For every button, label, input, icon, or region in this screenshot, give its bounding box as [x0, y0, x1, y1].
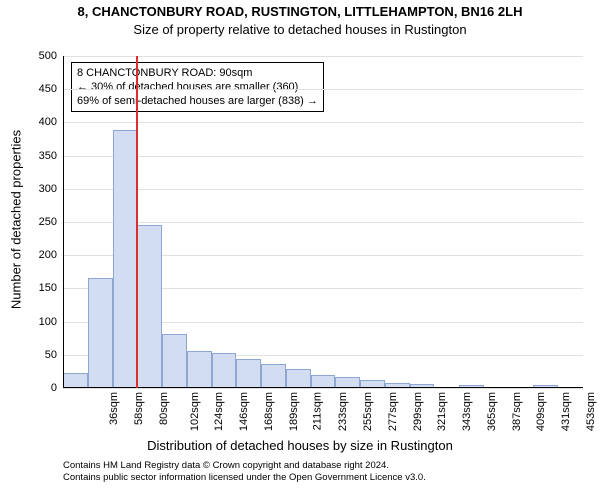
y-tick-label: 0	[51, 382, 63, 394]
gridline	[63, 56, 583, 57]
gridline	[63, 122, 583, 123]
y-tick-label: 150	[39, 282, 63, 294]
x-tick-label: 233sqm	[337, 392, 349, 431]
x-tick-label: 189sqm	[288, 392, 300, 431]
histogram-bar	[286, 369, 311, 388]
x-axis-label: Distribution of detached houses by size …	[0, 438, 600, 453]
x-tick-label: 453sqm	[585, 392, 597, 431]
histogram-bar	[261, 364, 286, 388]
annotation-box: 8 CHANCTONBURY ROAD: 90sqm← 30% of detac…	[71, 62, 324, 112]
x-tick-label: 387sqm	[511, 392, 523, 431]
y-tick-label: 200	[39, 249, 63, 261]
x-tick-label: 146sqm	[238, 392, 250, 431]
histogram-bar	[63, 373, 88, 388]
y-tick-label: 50	[45, 349, 63, 361]
reference-line	[136, 56, 138, 388]
histogram-bar	[187, 351, 212, 388]
annotation-line: 8 CHANCTONBURY ROAD: 90sqm	[77, 66, 318, 80]
x-tick-label: 80sqm	[158, 392, 170, 425]
credits-text: Contains HM Land Registry data © Crown c…	[63, 460, 426, 484]
y-axis-line	[63, 56, 64, 388]
gridline	[63, 222, 583, 223]
x-tick-label: 343sqm	[461, 392, 473, 431]
chart-container: 8, CHANCTONBURY ROAD, RUSTINGTON, LITTLE…	[0, 0, 600, 500]
histogram-bar	[88, 278, 113, 388]
gridline	[63, 156, 583, 157]
x-tick-label: 36sqm	[108, 392, 120, 425]
chart-title: 8, CHANCTONBURY ROAD, RUSTINGTON, LITTLE…	[0, 4, 600, 19]
y-axis-label: Number of detached properties	[9, 54, 24, 386]
y-tick-label: 300	[39, 183, 63, 195]
gridline	[63, 388, 583, 389]
x-tick-label: 431sqm	[560, 392, 572, 431]
y-tick-label: 100	[39, 316, 63, 328]
x-tick-label: 365sqm	[486, 392, 498, 431]
credits-line: Contains HM Land Registry data © Crown c…	[63, 460, 426, 472]
x-tick-label: 102sqm	[189, 392, 201, 431]
gridline	[63, 189, 583, 190]
x-tick-label: 58sqm	[133, 392, 145, 425]
x-tick-label: 299sqm	[412, 392, 424, 431]
y-tick-label: 400	[39, 116, 63, 128]
credits-line: Contains public sector information licen…	[63, 472, 426, 484]
histogram-bar	[311, 375, 336, 388]
chart-subtitle: Size of property relative to detached ho…	[0, 22, 600, 37]
histogram-bar	[212, 353, 237, 388]
x-tick-label: 277sqm	[387, 392, 399, 431]
annotation-line: ← 30% of detached houses are smaller (36…	[77, 80, 318, 94]
histogram-bar	[137, 225, 162, 388]
gridline	[63, 89, 583, 90]
y-tick-label: 500	[39, 50, 63, 62]
annotation-line: 69% of semi-detached houses are larger (…	[77, 94, 318, 108]
x-tick-label: 321sqm	[436, 392, 448, 431]
y-tick-label: 350	[39, 150, 63, 162]
histogram-bar	[162, 334, 187, 388]
y-tick-label: 450	[39, 83, 63, 95]
y-tick-label: 250	[39, 216, 63, 228]
x-axis-line	[63, 387, 583, 388]
x-tick-label: 168sqm	[263, 392, 275, 431]
x-tick-label: 255sqm	[362, 392, 374, 431]
plot-area: 8 CHANCTONBURY ROAD: 90sqm← 30% of detac…	[63, 56, 583, 388]
x-tick-label: 211sqm	[312, 392, 324, 430]
x-tick-label: 124sqm	[214, 392, 226, 431]
histogram-bar	[113, 130, 138, 388]
x-tick-label: 409sqm	[535, 392, 547, 431]
histogram-bar	[236, 359, 261, 388]
